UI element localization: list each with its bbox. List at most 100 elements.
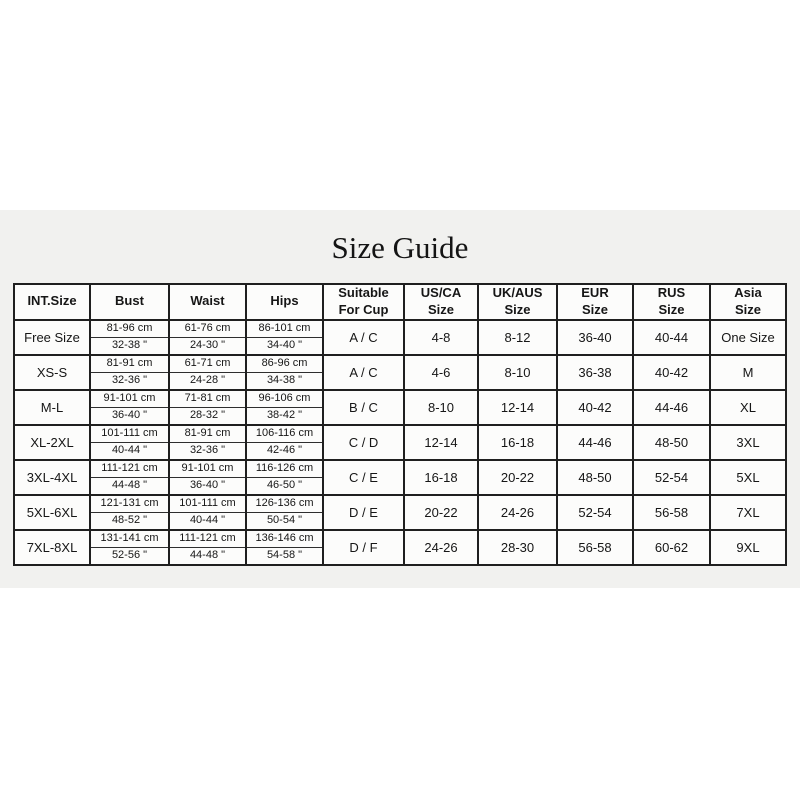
bust-cm-cell: 81-91 cm [89,353,170,373]
eur-cell: 36-38 [556,353,634,391]
int-size-cell: 7XL-8XL [13,528,91,566]
column-header-waist: Waist [168,283,247,321]
uk-aus-cell: 24-26 [477,493,558,531]
table-subrow: 40-44 " 32-36 " 42-46 " [14,441,786,461]
us-ca-cell: 20-22 [403,493,479,531]
cup-cell: C / D [322,423,405,461]
uk-aus-cell: 12-14 [477,388,558,426]
table-subrow: 52-56 " 44-48 " 54-58 " [14,546,786,566]
waist-cm-cell: 61-71 cm [168,353,247,373]
rus-cell: 56-58 [632,493,711,531]
asia-cell: 5XL [709,458,787,496]
bust-cm-cell: 81-96 cm [89,318,170,338]
eur-cell: 44-46 [556,423,634,461]
hips-inch-cell: 46-50 " [245,476,324,496]
bust-cm-cell: 131-141 cm [89,528,170,548]
table-subrow: 36-40 " 28-32 " 38-42 " [14,406,786,426]
uk-aus-cell: 16-18 [477,423,558,461]
int-size-cell: 5XL-6XL [13,493,91,531]
table-row: 5XL-6XL 121-131 cm 101-111 cm 126-136 cm D /… [13,493,787,531]
column-header-suitable-for-cup: Suitable For Cup [322,283,405,321]
size-chart-header: INT.Size Bust Waist Hips Suitable For Cup US/… [13,283,787,321]
cup-cell: D / F [322,528,405,566]
size-chart-table: INT.Size Bust Waist Hips Suitable For Cup US/… [13,283,787,566]
waist-inch-cell: 28-32 " [168,406,247,426]
waist-inch-cell: 24-30 " [168,336,247,356]
hips-cm-cell: 86-96 cm [245,353,324,373]
column-header-asia-size: Asia Size [709,283,787,321]
asia-cell: M [709,353,787,391]
bust-cm-cell: 121-131 cm [89,493,170,513]
bust-cm-cell: 101-111 cm [89,423,170,443]
column-header-eur-size: EUR Size [556,283,634,321]
column-header-bust: Bust [89,283,170,321]
bust-inch-cell: 36-40 " [89,406,170,426]
eur-cell: 40-42 [556,388,634,426]
int-size-cell: XS-S [13,353,91,391]
uk-aus-cell: 20-22 [477,458,558,496]
column-header-int-size: INT.Size [13,283,91,321]
waist-inch-cell: 36-40 " [168,476,247,496]
cup-cell: A / C [322,318,405,356]
uk-aus-cell: 8-12 [477,318,558,356]
cup-cell: D / E [322,493,405,531]
eur-cell: 36-40 [556,318,634,356]
table-row: XS-S 81-91 cm 61-71 cm 86-96 cm A / C 4-6 8-10… [13,353,787,391]
us-ca-cell: 12-14 [403,423,479,461]
bust-inch-cell: 52-56 " [89,546,170,566]
waist-cm-cell: 71-81 cm [168,388,247,408]
waist-inch-cell: 44-48 " [168,546,247,566]
bust-cm-cell: 111-121 cm [89,458,170,478]
size-guide-title: Size Guide [331,230,469,265]
column-header-hips: Hips [245,283,324,321]
hips-inch-cell: 54-58 " [245,546,324,566]
asia-cell: One Size [709,318,787,356]
size-guide-panel: Size Guide INT.Size Bust Waist Hips Suitable… [0,210,800,588]
us-ca-cell: 4-8 [403,318,479,356]
rus-cell: 60-62 [632,528,711,566]
hips-inch-cell: 38-42 " [245,406,324,426]
bust-inch-cell: 32-38 " [89,336,170,356]
eur-cell: 48-50 [556,458,634,496]
column-header-us-ca-size: US/CA Size [403,283,479,321]
uk-aus-cell: 8-10 [477,353,558,391]
rus-cell: 48-50 [632,423,711,461]
table-row: M-L 91-101 cm 71-81 cm 96-106 cm B / C 8-10 12… [13,388,787,426]
hips-cm-cell: 126-136 cm [245,493,324,513]
bust-inch-cell: 44-48 " [89,476,170,496]
hips-cm-cell: 116-126 cm [245,458,324,478]
table-subrow: 32-38 " 24-30 " 34-40 " [14,336,786,356]
rus-cell: 44-46 [632,388,711,426]
bust-inch-cell: 40-44 " [89,441,170,461]
us-ca-cell: 16-18 [403,458,479,496]
eur-cell: 52-54 [556,493,634,531]
waist-cm-cell: 111-121 cm [168,528,247,548]
rus-cell: 40-42 [632,353,711,391]
column-header-rus-size: RUS Size [632,283,711,321]
bust-inch-cell: 48-52 " [89,511,170,531]
table-row: 3XL-4XL 111-121 cm 91-101 cm 116-126 cm C / … [13,458,787,496]
cup-cell: B / C [322,388,405,426]
hips-cm-cell: 136-146 cm [245,528,324,548]
int-size-cell: Free Size [13,318,91,356]
bust-inch-cell: 32-36 " [89,371,170,391]
uk-aus-cell: 28-30 [477,528,558,566]
table-row: 7XL-8XL 131-141 cm 111-121 cm 136-146 cm D /… [13,528,787,566]
waist-inch-cell: 40-44 " [168,511,247,531]
waist-cm-cell: 91-101 cm [168,458,247,478]
bust-cm-cell: 91-101 cm [89,388,170,408]
waist-cm-cell: 101-111 cm [168,493,247,513]
asia-cell: 9XL [709,528,787,566]
waist-cm-cell: 61-76 cm [168,318,247,338]
rus-cell: 52-54 [632,458,711,496]
header-row: INT.Size Bust Waist Hips Suitable For Cup US/… [13,283,787,321]
waist-cm-cell: 81-91 cm [168,423,247,443]
hips-cm-cell: 86-101 cm [245,318,324,338]
hips-inch-cell: 34-40 " [245,336,324,356]
int-size-cell: 3XL-4XL [13,458,91,496]
us-ca-cell: 8-10 [403,388,479,426]
cup-cell: A / C [322,353,405,391]
eur-cell: 56-58 [556,528,634,566]
